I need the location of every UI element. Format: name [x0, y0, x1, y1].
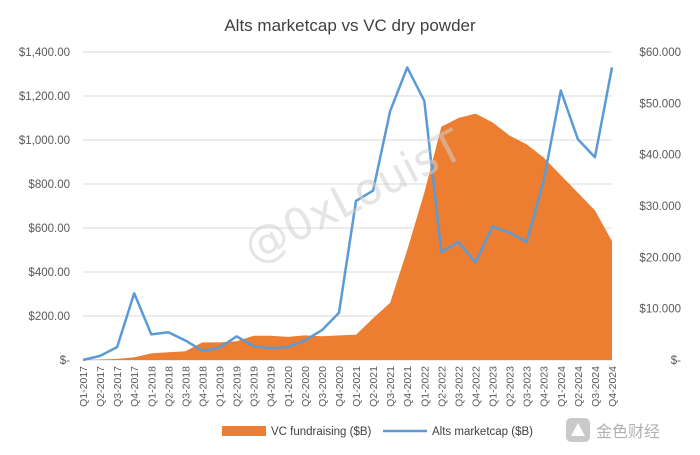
left-tick-label: $400.00 — [28, 267, 70, 279]
x-tick-label: Q2-2020 — [300, 366, 312, 407]
x-tick-label: Q4-2024 — [607, 366, 619, 407]
left-tick-label: $- — [60, 355, 70, 367]
x-tick-label: Q2-2021 — [368, 366, 380, 407]
x-tick-label: Q1-2024 — [556, 366, 568, 407]
legend-label-alts-marketcap: Alts marketcap ($B) — [432, 426, 533, 438]
x-tick-label: Q4-2022 — [470, 366, 482, 407]
left-tick-label: $800.00 — [28, 179, 70, 191]
brand-logo-mark — [571, 423, 585, 436]
x-tick-label: Q4-2019 — [266, 366, 278, 407]
left-tick-label: $1,400.00 — [19, 47, 70, 59]
right-tick-label: $60.000 — [639, 47, 681, 59]
x-tick-label: Q1-2018 — [146, 366, 158, 407]
x-tick-label: Q2-2018 — [163, 366, 175, 407]
x-tick-label: Q2-2019 — [232, 366, 244, 407]
left-tick-label: $1,000.00 — [19, 135, 70, 147]
left-tick-label: $200.00 — [28, 311, 70, 323]
right-tick-label: $40.000 — [639, 150, 681, 162]
x-tick-label: Q3-2017 — [112, 366, 124, 407]
right-tick-label: $20.000 — [639, 252, 681, 264]
x-tick-label: Q2-2024 — [573, 366, 585, 407]
x-tick-label: Q3-2020 — [317, 366, 329, 407]
legend-swatch-vc-fundraising — [222, 426, 266, 436]
legend: VC fundraising ($B) Alts marketcap ($B) — [222, 426, 533, 438]
x-tick-label: Q2-2022 — [436, 366, 448, 407]
right-axis-ticks: $- $10.000 $20.000 $30.000 $40.000 $50.000 $60… — [639, 47, 681, 367]
x-tick-label: Q4-2021 — [402, 366, 414, 407]
x-tick-label: Q2-2023 — [505, 366, 517, 407]
x-tick-label: Q3-2021 — [385, 366, 397, 407]
x-tick-label: Q1-2022 — [419, 366, 431, 407]
left-tick-label: $1,200.00 — [19, 91, 70, 103]
x-tick-label: Q3-2019 — [249, 366, 261, 407]
x-tick-label: Q4-2023 — [539, 366, 551, 407]
right-tick-label: $10.000 — [639, 304, 681, 316]
left-axis-ticks: $- $200.00 $400.00 $600.00 $800.00 $1,000.00 $… — [19, 47, 70, 367]
brand-watermark: 金色财经 — [566, 418, 660, 442]
vc-fundraising-area — [83, 113, 612, 360]
chart-title: Alts marketcap vs VC dry powder — [224, 16, 476, 35]
right-tick-label: $- — [671, 355, 681, 367]
x-tick-label: Q2-2017 — [95, 366, 107, 407]
x-tick-label: Q1-2021 — [351, 366, 363, 407]
x-tick-label: Q1-2019 — [215, 366, 227, 407]
x-tick-label: Q4-2017 — [129, 366, 141, 407]
x-tick-label: Q3-2018 — [180, 366, 192, 407]
right-tick-label: $30.000 — [639, 201, 681, 213]
x-tick-label: Q3-2023 — [522, 366, 534, 407]
x-axis-ticks: Q1-2017 Q2-2017 Q3-2017 Q4-2017 Q1-2018 Q2-20… — [78, 366, 619, 407]
legend-label-vc-fundraising: VC fundraising ($B) — [271, 426, 372, 438]
x-tick-label: Q1-2023 — [488, 366, 500, 407]
x-tick-label: Q3-2024 — [590, 366, 602, 407]
x-tick-label: Q3-2022 — [453, 366, 465, 407]
right-tick-label: $50.000 — [639, 98, 681, 110]
x-tick-label: Q1-2017 — [78, 366, 90, 407]
alts-marketcap-series — [82, 66, 614, 362]
x-tick-label: Q1-2020 — [283, 366, 295, 407]
x-tick-label: Q4-2018 — [197, 366, 209, 407]
alts-marketcap-line — [82, 66, 614, 362]
brand-name: 金色财经 — [596, 422, 660, 441]
left-tick-label: $600.00 — [28, 223, 70, 235]
x-tick-label: Q4-2020 — [334, 366, 346, 407]
